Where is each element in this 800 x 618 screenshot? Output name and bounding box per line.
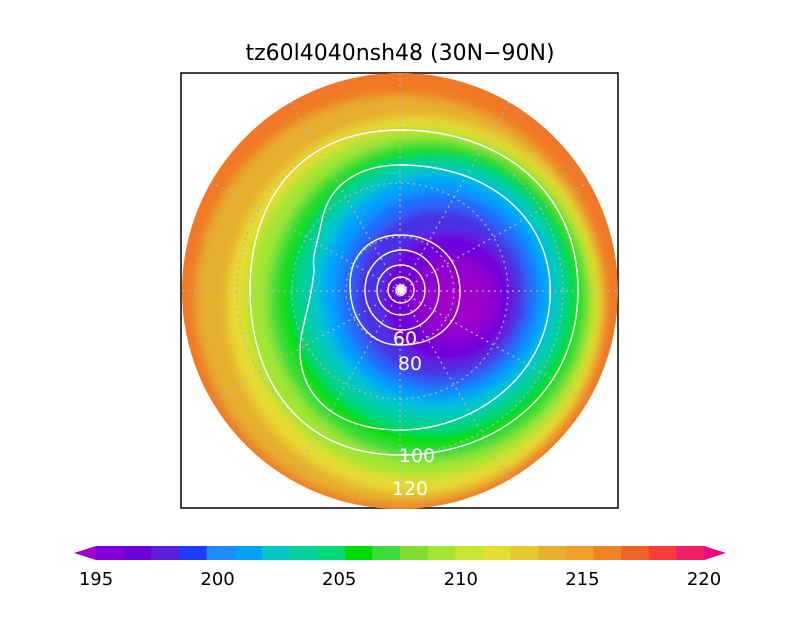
map-title: tz60l4040nsh48 (30N−90N) bbox=[245, 41, 554, 66]
colorbar-swatch bbox=[648, 546, 677, 560]
contour-label-120: 120 bbox=[392, 478, 428, 500]
colorbar-swatch bbox=[482, 546, 512, 560]
latitude-circle bbox=[291, 182, 509, 400]
colorbar-swatch bbox=[593, 546, 622, 560]
colorbar-tick-label: 215 bbox=[565, 569, 599, 590]
colorbar-swatch bbox=[344, 546, 373, 560]
meridian-line bbox=[210, 181, 590, 401]
colorbar-tick-label: 195 bbox=[79, 569, 113, 590]
contour-60 bbox=[364, 249, 440, 331]
contour-label-100: 100 bbox=[399, 445, 435, 467]
colorbar-tick-label: 200 bbox=[200, 569, 234, 590]
contour-label-80: 80 bbox=[398, 353, 422, 375]
colorbar-arrow-high bbox=[704, 546, 726, 560]
contour-40 bbox=[376, 264, 426, 316]
colorbar-swatch bbox=[372, 546, 401, 560]
contour-lines bbox=[249, 129, 579, 456]
temperature-field bbox=[182, 73, 605, 505]
colorbar-swatch bbox=[317, 546, 346, 560]
colorbar-swatch bbox=[151, 546, 180, 560]
colorbar-swatch bbox=[289, 546, 318, 560]
colorbar-swatch bbox=[621, 546, 650, 560]
colorbar-tick-label: 220 bbox=[687, 569, 721, 590]
contour-20 bbox=[387, 276, 415, 304]
colorbar-swatch bbox=[538, 546, 567, 560]
field-ring bbox=[436, 278, 484, 326]
colorbar-swatch bbox=[96, 546, 125, 560]
colorbar-swatch bbox=[427, 546, 456, 560]
contour-80 bbox=[349, 234, 461, 346]
colorbar-swatch bbox=[676, 546, 705, 560]
colorbar-swatch bbox=[400, 546, 429, 560]
colorbar-swatch bbox=[234, 546, 263, 560]
colorbar-swatch bbox=[510, 546, 539, 560]
contour-120 bbox=[249, 129, 579, 456]
colorbar-tick-label: 210 bbox=[444, 569, 478, 590]
colorbar: 195 200 205 210 215 220 bbox=[74, 546, 726, 590]
pole-marker bbox=[397, 286, 405, 294]
polar-disc: 60 80 100 120 bbox=[182, 73, 618, 509]
colorbar-swatch bbox=[123, 546, 152, 560]
meridian-line bbox=[290, 101, 510, 481]
colorbar-swatch bbox=[178, 546, 208, 560]
colorbar-swatch bbox=[261, 546, 291, 560]
contour-center bbox=[395, 284, 407, 296]
colorbar-swatch bbox=[455, 546, 484, 560]
contour-label-60: 60 bbox=[393, 328, 417, 350]
colorbar-swatch bbox=[206, 546, 235, 560]
contour-100 bbox=[299, 164, 551, 431]
colorbar-tick-label: 205 bbox=[322, 569, 356, 590]
colorbar-arrow-low bbox=[74, 546, 96, 560]
colorbar-swatch bbox=[565, 546, 595, 560]
meridian-line bbox=[290, 101, 510, 481]
